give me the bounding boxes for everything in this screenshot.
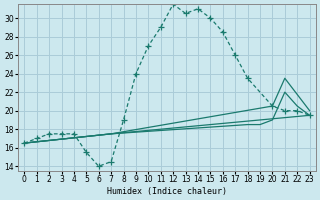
X-axis label: Humidex (Indice chaleur): Humidex (Indice chaleur) xyxy=(107,187,227,196)
